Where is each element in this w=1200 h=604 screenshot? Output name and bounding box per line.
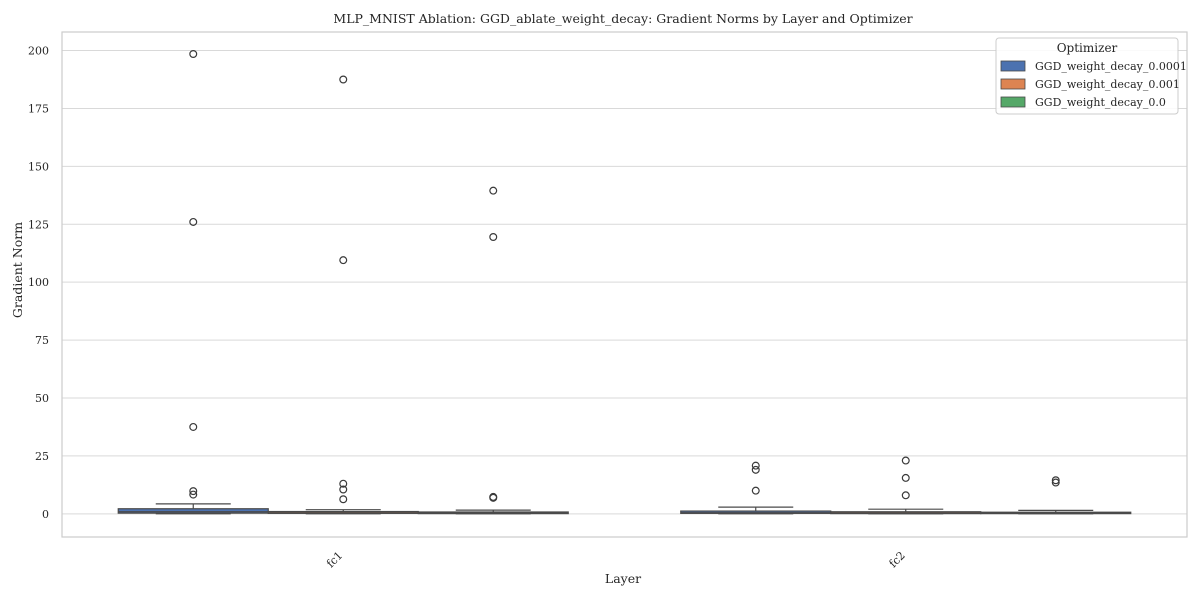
box-fc1-0 bbox=[117, 50, 269, 515]
x-tick-label: fc2 bbox=[886, 549, 907, 570]
legend-item-0: GGD_weight_decay_0.0001 bbox=[1000, 60, 1187, 73]
y-tick-label: 150 bbox=[28, 160, 49, 173]
box-body bbox=[117, 508, 269, 514]
outlier-point bbox=[489, 493, 498, 502]
outlier-point bbox=[189, 487, 198, 496]
y-axis-label: Gradient Norm bbox=[10, 222, 25, 318]
legend: Optimizer GGD_weight_decay_0.0001GGD_wei… bbox=[995, 37, 1187, 115]
legend-swatch bbox=[1000, 78, 1026, 90]
legend-label: GGD_weight_decay_0.0 bbox=[1035, 96, 1166, 109]
grid-lines bbox=[62, 50, 1187, 515]
outlier-point bbox=[489, 186, 498, 195]
x-axis: fc1 fc2 bbox=[324, 549, 908, 570]
x-axis-label: Layer bbox=[605, 571, 641, 586]
y-axis: 0 25 50 75 100 125 150 175 200 bbox=[28, 45, 49, 521]
legend-items: GGD_weight_decay_0.0001 GGD_weight_decay_… bbox=[1000, 60, 1187, 109]
outlier-point bbox=[901, 491, 910, 500]
y-tick-label: 25 bbox=[35, 450, 49, 463]
box-fc2-1 bbox=[830, 456, 982, 515]
outlier-point bbox=[1051, 478, 1060, 487]
chart-title: MLP_MNIST Ablation: GGD_ablate_weight_de… bbox=[333, 11, 912, 26]
legend-label: GGD_weight_decay_0.0001 bbox=[1035, 60, 1187, 73]
outlier-point bbox=[339, 479, 348, 488]
outlier-point bbox=[751, 465, 760, 474]
y-tick-label: 200 bbox=[28, 45, 49, 58]
outlier-point bbox=[189, 50, 198, 59]
plot-frame bbox=[61, 31, 1188, 538]
y-tick-label: 100 bbox=[28, 276, 49, 289]
legend-item-2: GGD_weight_decay_0.0 bbox=[1000, 96, 1166, 109]
outlier-point bbox=[339, 75, 348, 84]
box-fc2-2 bbox=[980, 476, 1132, 515]
box-fc1-1 bbox=[267, 75, 419, 515]
y-tick-label: 125 bbox=[28, 218, 49, 231]
outlier-point bbox=[189, 490, 198, 499]
outlier-point bbox=[901, 456, 910, 465]
outlier-point bbox=[901, 473, 910, 482]
outlier-point bbox=[489, 233, 498, 242]
box-fc2-0 bbox=[680, 461, 832, 515]
outlier-point bbox=[189, 422, 198, 431]
legend-swatch bbox=[1000, 96, 1026, 108]
outlier-point bbox=[751, 486, 760, 495]
y-tick-label: 50 bbox=[35, 392, 49, 405]
legend-label: GGD_weight_decay_0.001 bbox=[1035, 78, 1180, 91]
y-tick-label: 75 bbox=[35, 334, 49, 347]
y-tick-label: 175 bbox=[28, 102, 49, 115]
outlier-point bbox=[339, 485, 348, 494]
legend-swatch bbox=[1000, 60, 1026, 72]
legend-frame bbox=[995, 37, 1179, 115]
y-tick-label: 0 bbox=[42, 508, 49, 521]
outlier-point bbox=[339, 495, 348, 504]
box-series bbox=[117, 50, 1132, 515]
outlier-point bbox=[339, 256, 348, 265]
legend-title: Optimizer bbox=[1057, 41, 1118, 55]
box-fc1-2 bbox=[417, 186, 569, 515]
legend-item-1: GGD_weight_decay_0.001 bbox=[1000, 78, 1180, 91]
outlier-point bbox=[1051, 476, 1060, 485]
outlier-point bbox=[189, 217, 198, 226]
x-tick-label: fc1 bbox=[324, 549, 345, 570]
outlier-point bbox=[751, 461, 760, 470]
